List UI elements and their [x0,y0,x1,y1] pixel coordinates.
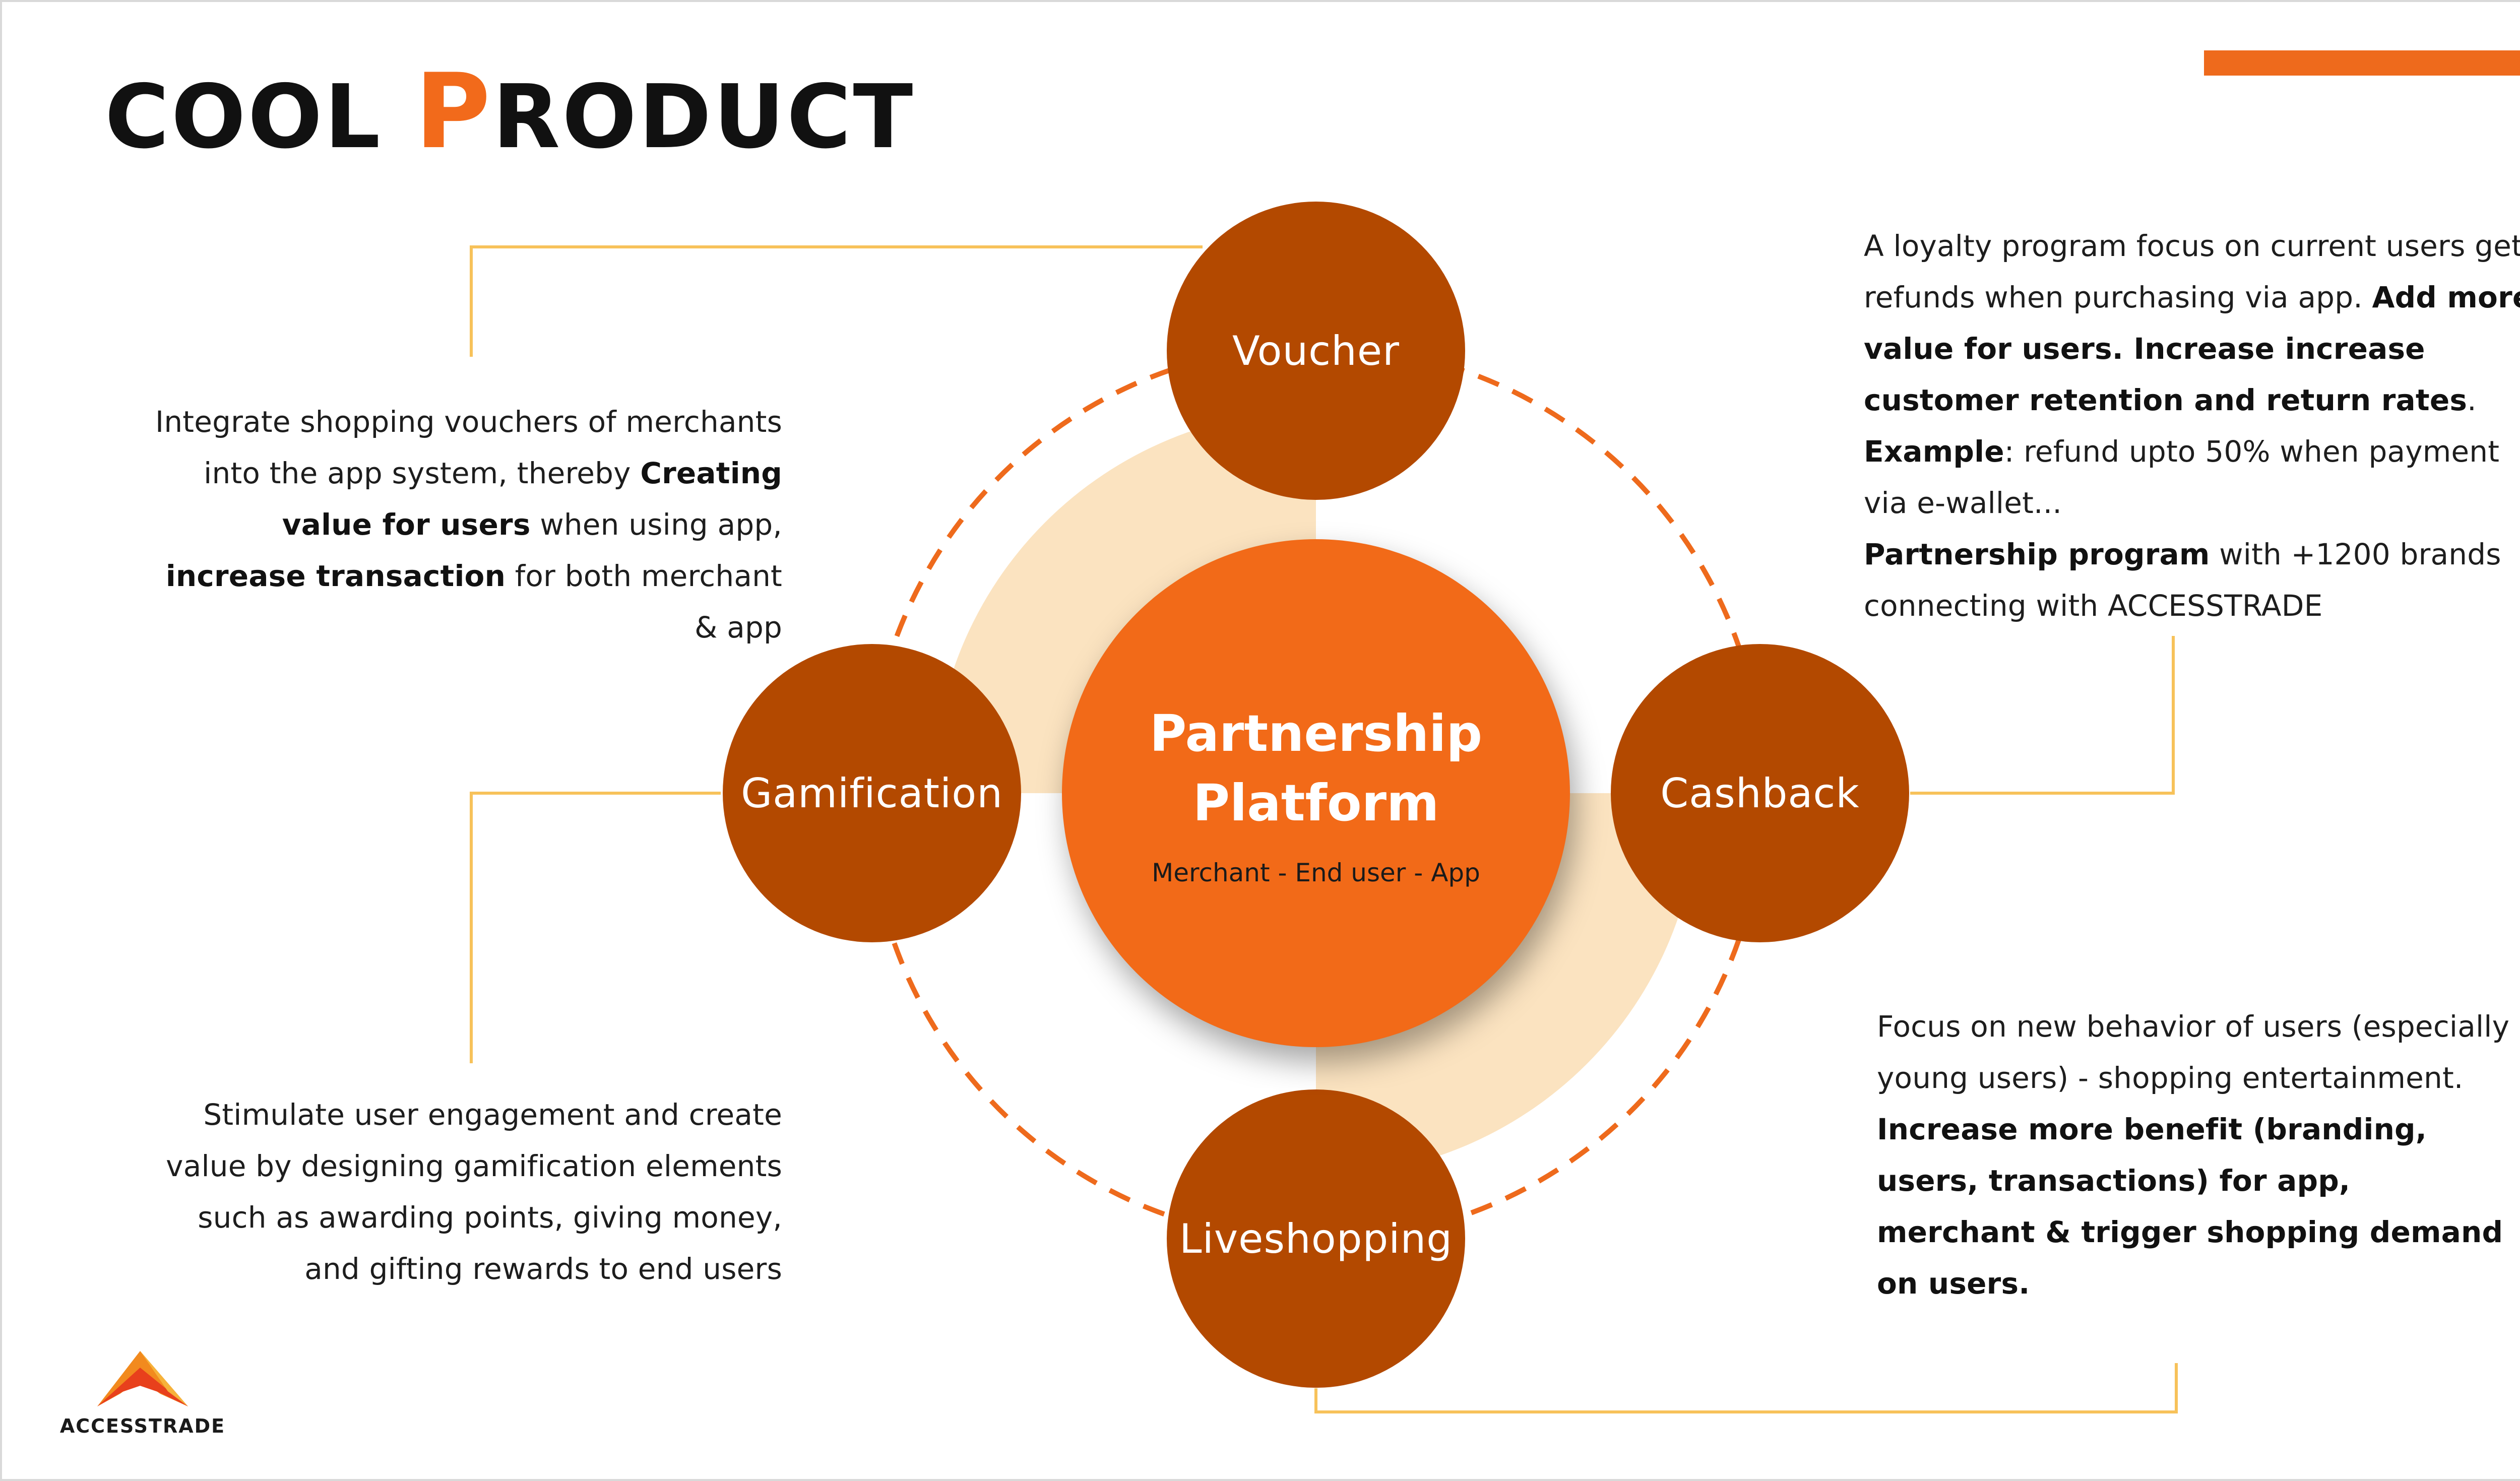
voucher-desc-segment: increase transaction [165,559,506,593]
cashback-description: A loyalty program focus on current users… [1864,220,2520,631]
accesstrade-logo: ACCESSTRADE [59,1343,226,1444]
center-node: Partnership Platform Merchant - End user… [1062,539,1570,1047]
voucher-node: Voucher [1167,202,1465,500]
gamification-desc-segment: Stimulate user engagement and create val… [166,1098,782,1286]
connector-cashback [1910,636,2175,795]
connector-gamification [470,792,721,1063]
cashback-desc-segment: Example [1864,434,2004,469]
accent-bar [2204,50,2520,76]
title-accent-letter: P [414,52,493,172]
gamification-node-label: Gamification [741,769,1003,817]
connector-liveshopping [1314,1363,2178,1413]
voucher-desc-segment: when using app, [530,507,782,542]
liveshopping-node-label: Liveshopping [1179,1215,1453,1262]
page-title: COOL PRODUCT [105,60,915,164]
gamification-node: Gamification [723,644,1021,942]
title-rest: RODUCT [492,66,915,168]
voucher-desc-segment: Creating value for users [282,456,782,542]
title-first: COOL [105,66,415,168]
center-title: Partnership Platform [1149,704,1483,832]
cashback-desc-segment: A loyalty program focus on current users… [1864,229,2520,314]
liveshopping-desc-segment: Focus on new behavior of users (especial… [1877,1009,2510,1095]
cashback-desc-segment: with +1200 brands connecting with ACCESS… [1864,537,2501,623]
connector-voucher [470,245,1203,357]
voucher-desc-segment: Integrate shopping vouchers of merchants… [155,405,782,490]
gamification-description: Stimulate user engagement and create val… [136,1089,782,1295]
liveshopping-description: Focus on new behavior of users (especial… [1877,1001,2512,1309]
voucher-node-label: Voucher [1232,327,1400,374]
cashback-desc-segment: : refund upto 50% when payment via e-wal… [1864,434,2500,520]
liveshopping-desc-segment: Increase more benefit (branding, users, … [1877,1112,2503,1301]
logo-mark-icon [97,1351,188,1406]
cashback-desc-segment: . [2467,383,2477,417]
voucher-description: Integrate shopping vouchers of merchants… [136,396,782,653]
cashback-node-label: Cashback [1660,769,1860,817]
logo-text: ACCESSTRADE [59,1415,226,1437]
center-subtitle: Merchant - End user - App [1152,858,1480,887]
liveshopping-node: Liveshopping [1167,1089,1465,1388]
cashback-desc-segment: Partnership program [1864,537,2210,571]
voucher-desc-segment: for both merchant & app [506,559,782,645]
cashback-desc-segment: Add more value for users. Increase incre… [1864,280,2520,417]
cashback-node: Cashback [1611,644,1909,942]
